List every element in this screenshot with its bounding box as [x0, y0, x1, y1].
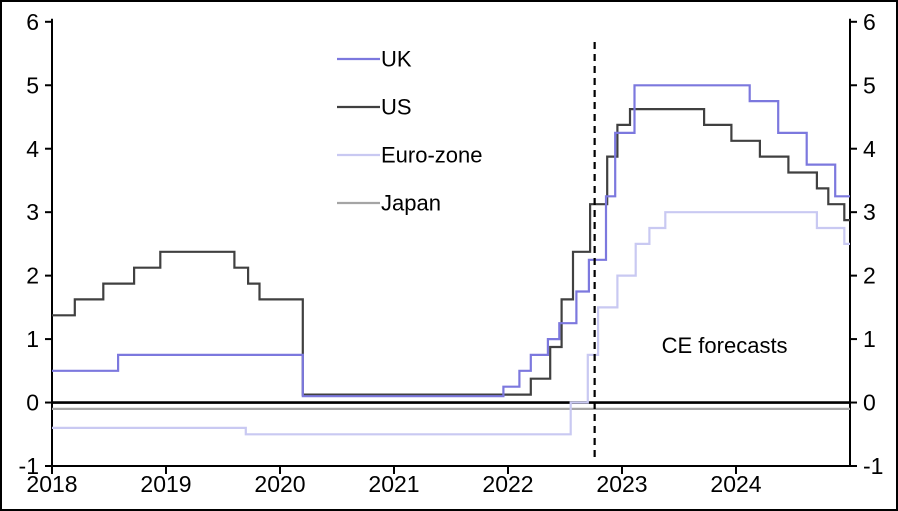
y-axis-tick-label-left: 3 — [26, 199, 39, 225]
y-axis-tick-label-right: 5 — [863, 72, 876, 98]
y-axis-tick-label-right: 6 — [863, 9, 876, 35]
legend-label: Japan — [381, 191, 441, 216]
y-axis-tick-label-left: 1 — [26, 326, 39, 352]
x-axis-tick-label: 2022 — [482, 471, 533, 497]
y-axis-tick-label-right: 0 — [863, 390, 876, 416]
ce-forecasts-label: CE forecasts — [662, 333, 788, 358]
legend-item-euro-zone: Euro-zone — [337, 143, 483, 168]
legend-label: US — [381, 95, 412, 120]
x-axis-tick-label: 2023 — [596, 471, 647, 497]
y-axis-tick-label-left: -1 — [19, 453, 39, 479]
series-uk-line — [52, 84, 850, 398]
series-us-line — [52, 108, 850, 396]
y-axis-tick-label-right: -1 — [863, 453, 883, 479]
x-axis-tick-label: 2024 — [710, 471, 761, 497]
legend-label: Euro-zone — [381, 143, 483, 168]
legend-item-uk: UK — [337, 47, 412, 72]
y-axis-tick-label-right: 1 — [863, 326, 876, 352]
x-axis-tick-label: 2020 — [254, 471, 305, 497]
y-axis-tick-label-right: 3 — [863, 199, 876, 225]
series-euro-zone-line — [52, 211, 850, 436]
legend: UK US Euro-zone Japan — [337, 47, 483, 216]
x-axis-tick-label: 2018 — [26, 471, 77, 497]
y-axis-tick-label-left: 0 — [26, 390, 39, 416]
y-axis-tick-label-right: 2 — [863, 263, 876, 289]
legend-item-us: US — [337, 95, 412, 120]
y-axis-tick-label-left: 4 — [26, 136, 39, 162]
y-axis-tick-label-left: 2 — [26, 263, 39, 289]
x-axis-tick-label: 2019 — [140, 471, 191, 497]
y-axis-tick-label-left: 5 — [26, 72, 39, 98]
x-axis-tick-label: 2021 — [368, 471, 419, 497]
y-axis-tick-label-right: 4 — [863, 136, 876, 162]
legend-item-japan: Japan — [337, 191, 441, 216]
y-axis-tick-label-left: 6 — [26, 9, 39, 35]
legend-label: UK — [381, 47, 412, 72]
